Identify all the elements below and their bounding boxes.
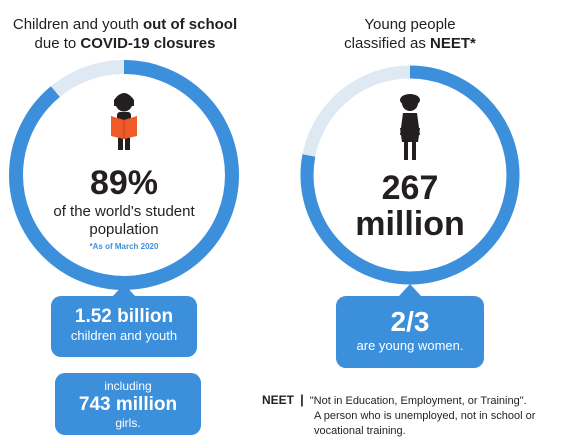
right-number-line2: million bbox=[355, 205, 465, 243]
right-heading-bold: NEET* bbox=[430, 35, 476, 52]
right-heading-text: classified as bbox=[344, 35, 431, 52]
callout-billion-text: children and youth bbox=[70, 328, 178, 343]
callout-million-value: 743 million bbox=[78, 394, 178, 415]
right-number-line1: 267 bbox=[381, 169, 439, 207]
left-desc-line2: population bbox=[89, 221, 159, 238]
right-callout-fraction: 2/3 are young women. bbox=[336, 296, 484, 368]
left-ring-content: 89% of the world's student population *A… bbox=[24, 165, 224, 251]
left-heading-bold-2: COVID-19 closures bbox=[80, 35, 216, 52]
callout-million-pre: including bbox=[104, 379, 152, 393]
callout-fraction-text: are young women. bbox=[356, 338, 464, 353]
callout-million-post: girls. bbox=[115, 416, 141, 430]
left-heading-text: Children and youth bbox=[12, 16, 143, 33]
right-heading: Young people classified as NEET* bbox=[305, 15, 515, 53]
left-desc-line1: of the world's student bbox=[53, 203, 195, 220]
percent-value: 89% bbox=[89, 164, 159, 202]
left-callout-pointer bbox=[113, 284, 135, 296]
right-heading-line1: Young people bbox=[364, 16, 456, 33]
definition-term: NEET bbox=[262, 393, 295, 407]
right-ring-content: 267 million bbox=[310, 170, 510, 242]
callout-billion-value: 1.52 billion bbox=[74, 306, 174, 327]
young-woman-icon bbox=[400, 94, 420, 160]
left-callout-billion: 1.52 billion children and youth bbox=[51, 296, 197, 357]
neet-definition: NEET | "Not in Education, Employment, or… bbox=[262, 392, 562, 439]
definition-line2: A person who is unemployed, not in schoo… bbox=[314, 410, 536, 422]
left-note: *As of March 2020 bbox=[89, 242, 159, 251]
left-heading-text-2: due to bbox=[34, 35, 81, 52]
callout-fraction-value: 2/3 bbox=[390, 306, 430, 337]
right-ring-progress bbox=[300, 65, 520, 285]
definition-line3: vocational training. bbox=[314, 425, 406, 437]
left-heading: Children and youth out of school due to … bbox=[0, 15, 250, 53]
left-ring-progress bbox=[9, 60, 239, 290]
left-callout-million: including 743 million girls. bbox=[55, 373, 201, 435]
definition-line1: "Not in Education, Employment, or Traini… bbox=[309, 395, 527, 407]
student-reading-icon bbox=[111, 93, 137, 150]
left-heading-bold: out of school bbox=[142, 16, 238, 33]
definition-separator: | bbox=[300, 392, 304, 407]
right-callout-pointer bbox=[399, 284, 421, 296]
